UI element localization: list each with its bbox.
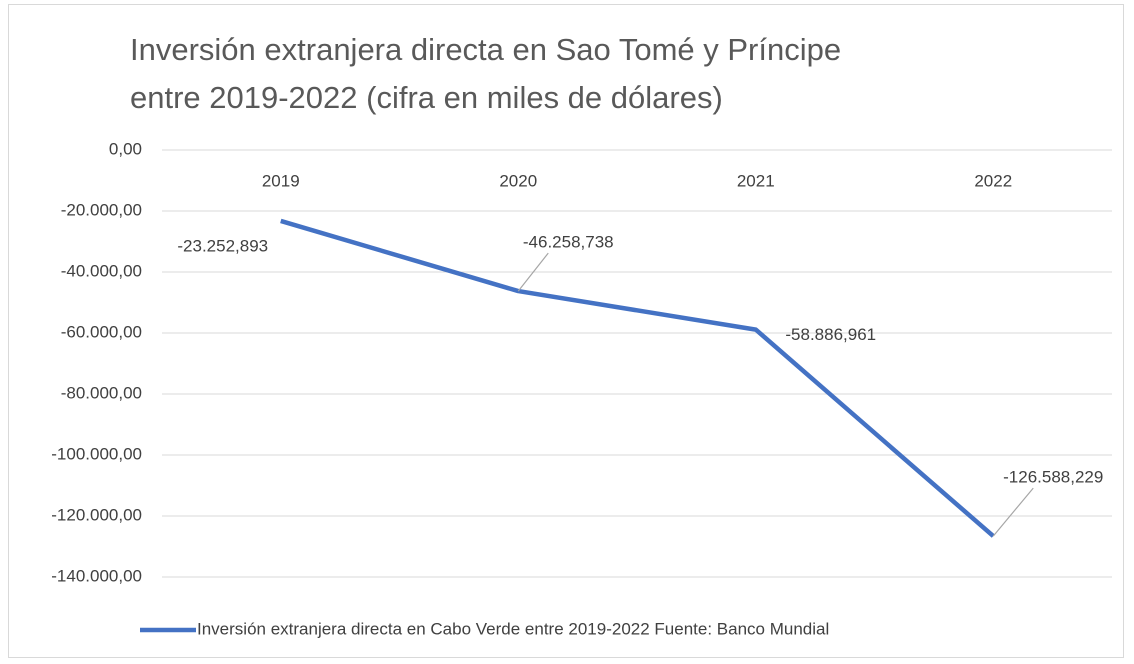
y-tick-label: -20.000,00: [61, 200, 142, 219]
data-label: -23.252,893: [177, 236, 268, 255]
x-tick-label: 2021: [737, 171, 775, 190]
y-tick-label: -40.000,00: [61, 261, 142, 280]
chart-border: [8, 4, 1124, 658]
leader-line: [992, 487, 1034, 537]
y-tick-label: -60.000,00: [61, 322, 142, 341]
data-label: -126.588,229: [1003, 468, 1103, 487]
chart-title: Inversión extranjera directa en Sao Tomé…: [130, 32, 842, 115]
leader-line: [517, 252, 549, 292]
y-tick-label: -100.000,00: [51, 444, 142, 463]
data-label: -58.886,961: [785, 325, 876, 344]
x-tick-label: 2019: [262, 171, 300, 190]
y-tick-label: -140.000,00: [51, 566, 142, 585]
legend-label: Inversión extranjera directa en Cabo Ver…: [197, 619, 829, 638]
x-tick-label: 2022: [974, 171, 1012, 190]
y-tick-label: -80.000,00: [61, 383, 142, 402]
data-label: -46.258,738: [523, 233, 614, 252]
y-tick-label: 0,00: [109, 139, 142, 158]
data-line: [280, 218, 995, 538]
x-tick-label: 2020: [499, 171, 537, 190]
y-tick-label: -120.000,00: [51, 505, 142, 524]
